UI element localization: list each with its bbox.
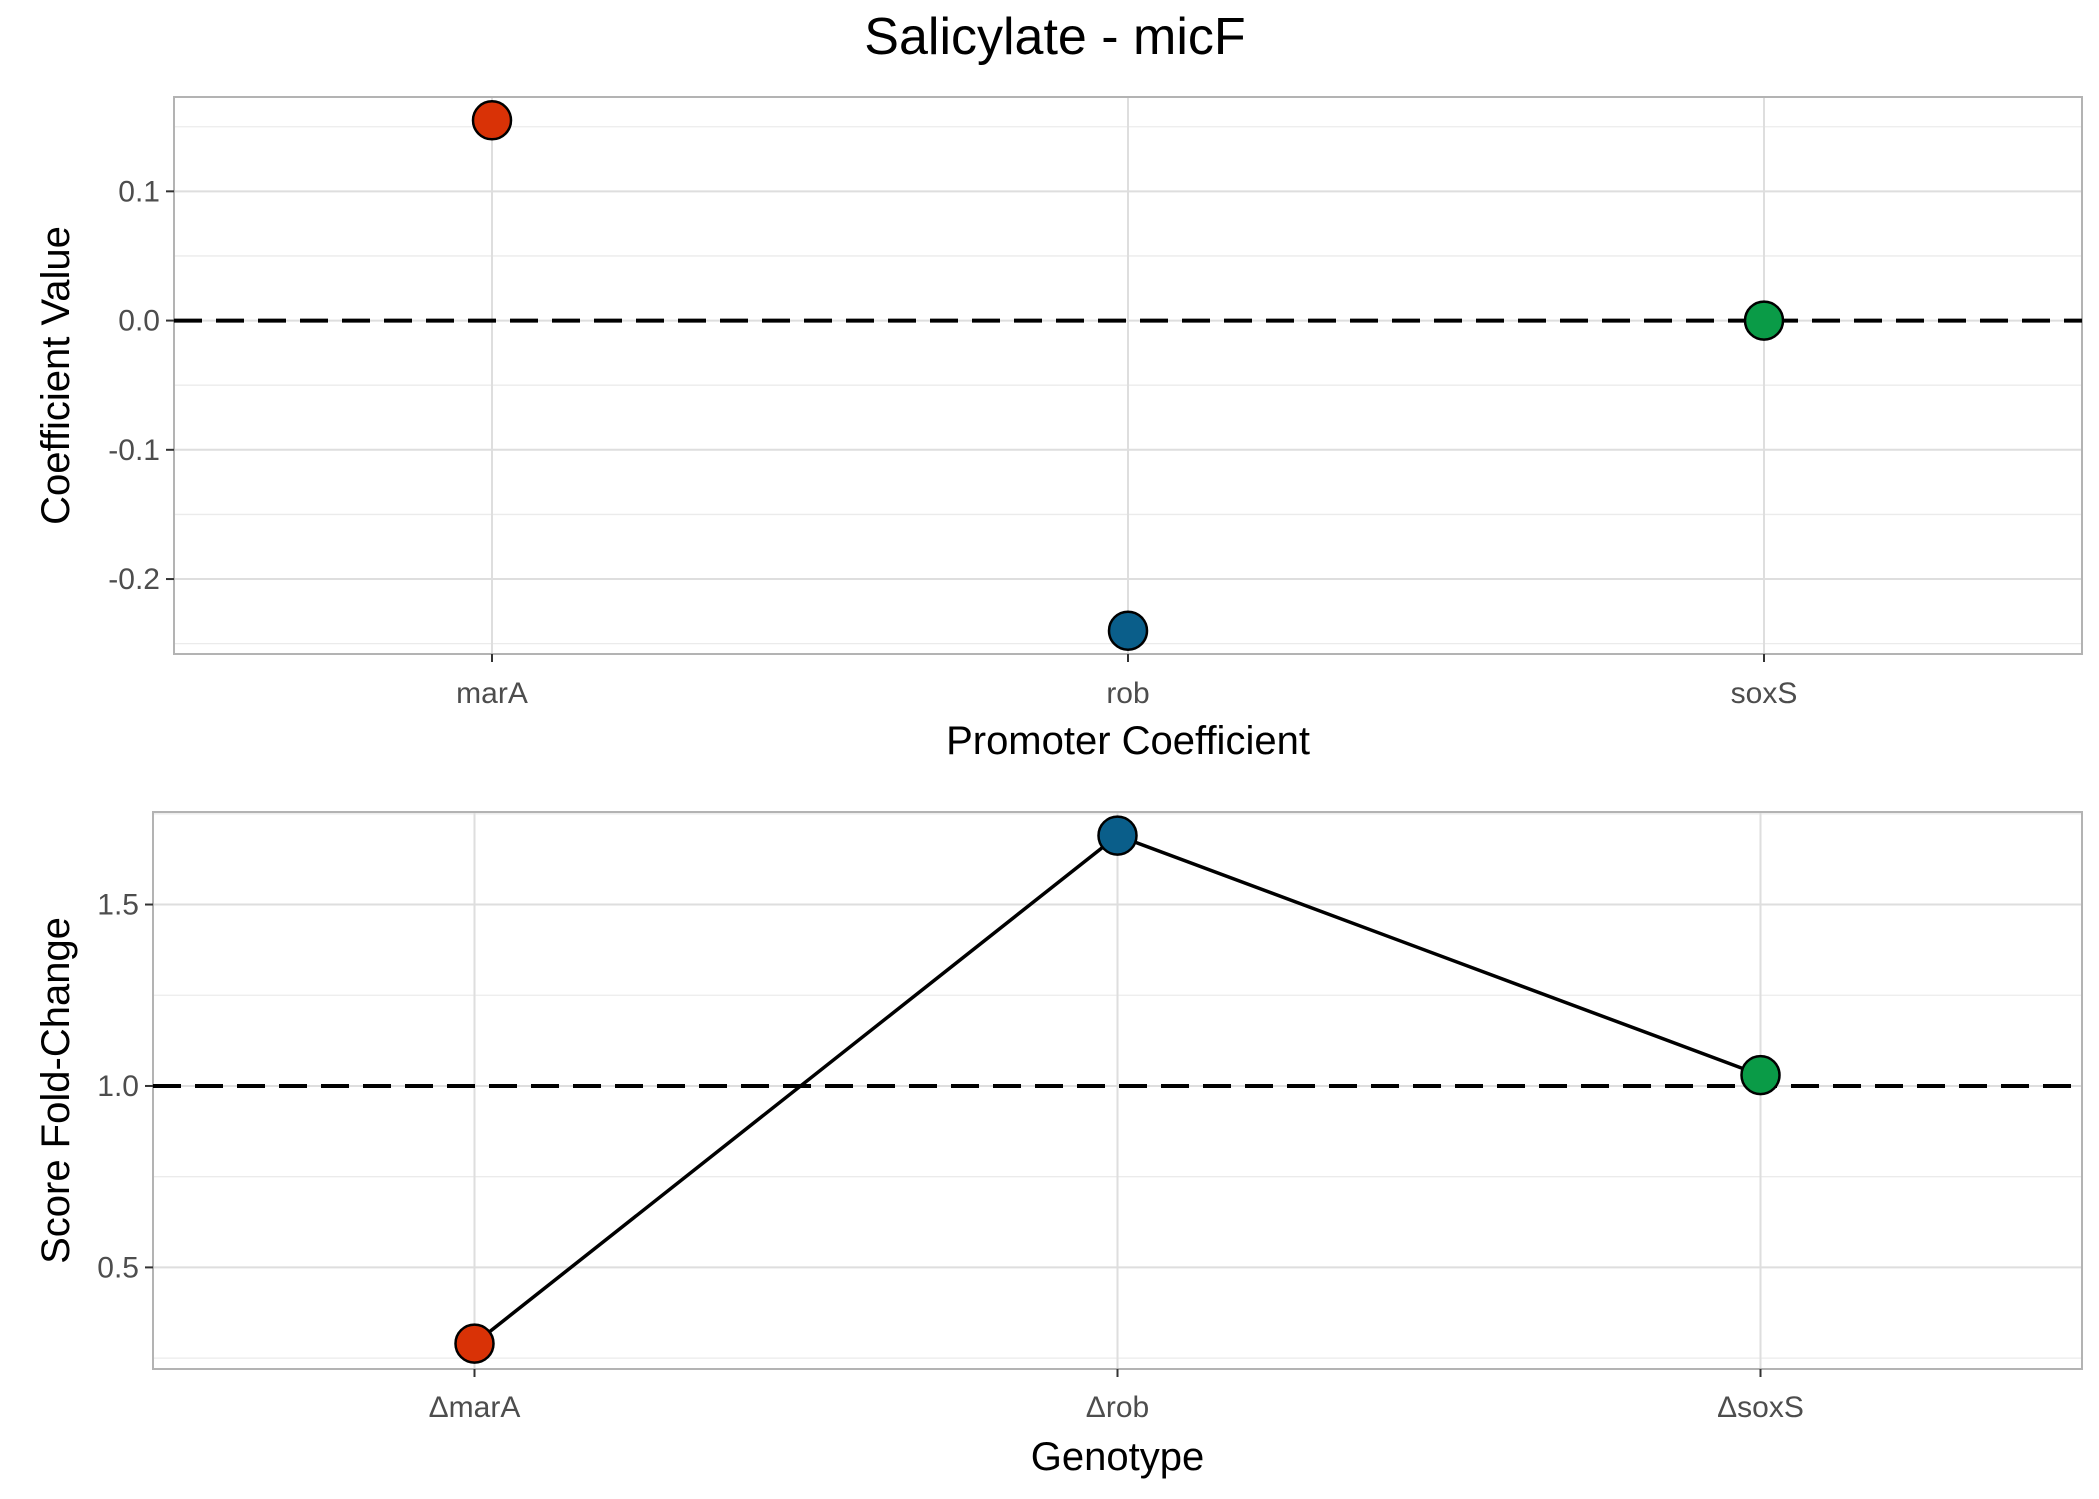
fold-change-x-tick-label: ΔmarA xyxy=(429,1391,521,1424)
coefficient-y-tick-label: 0.1 xyxy=(118,175,160,208)
coefficient-y-tick-label: 0.0 xyxy=(118,305,160,338)
coefficient-y-tick-label: -0.2 xyxy=(108,563,160,596)
fold-change-y-tick-label: 1.0 xyxy=(97,1070,139,1103)
coefficient-x-tick-label: soxS xyxy=(1731,677,1798,710)
coefficient-point-rob xyxy=(1107,610,1149,651)
coefficient-y-axis-title: Coefficient Value xyxy=(34,226,78,525)
coefficient-x-axis-title: Promoter Coefficient xyxy=(946,719,1310,763)
fold-change-x-tick-label: Δrob xyxy=(1086,1391,1149,1424)
coefficient-point-mara xyxy=(471,100,513,141)
coefficient-x-tick-label: rob xyxy=(1106,677,1149,710)
fold-change-point-soxs xyxy=(1740,1054,1781,1096)
coefficient-point-soxs xyxy=(1743,300,1785,341)
fold-change-y-tick-label: 1.5 xyxy=(97,889,139,922)
fold-change-point-rob xyxy=(1097,815,1138,856)
fold-change-x-tick-label: ΔsoxS xyxy=(1717,1391,1804,1424)
chart-title: Salicylate - micF xyxy=(864,8,1245,66)
fold-change-x-axis-title: Genotype xyxy=(1031,1435,1204,1479)
fold-change-y-tick-label: 0.5 xyxy=(97,1251,139,1284)
coefficient-y-tick-label: -0.1 xyxy=(108,434,160,467)
coefficient-panel: -0.2 -0.1 0.0 0.1 marA rob soxS Promoter Coeffi… xyxy=(34,96,2083,763)
fold-change-y-axis-title: Score Fold-Change xyxy=(34,917,78,1264)
fold-change-panel: 0.5 1.0 1.5 ΔmarA Δrob ΔsoxS Genotype Score Fol… xyxy=(34,811,2083,1479)
fold-change-point-mara xyxy=(454,1323,495,1364)
coefficient-x-tick-label: marA xyxy=(456,677,528,710)
